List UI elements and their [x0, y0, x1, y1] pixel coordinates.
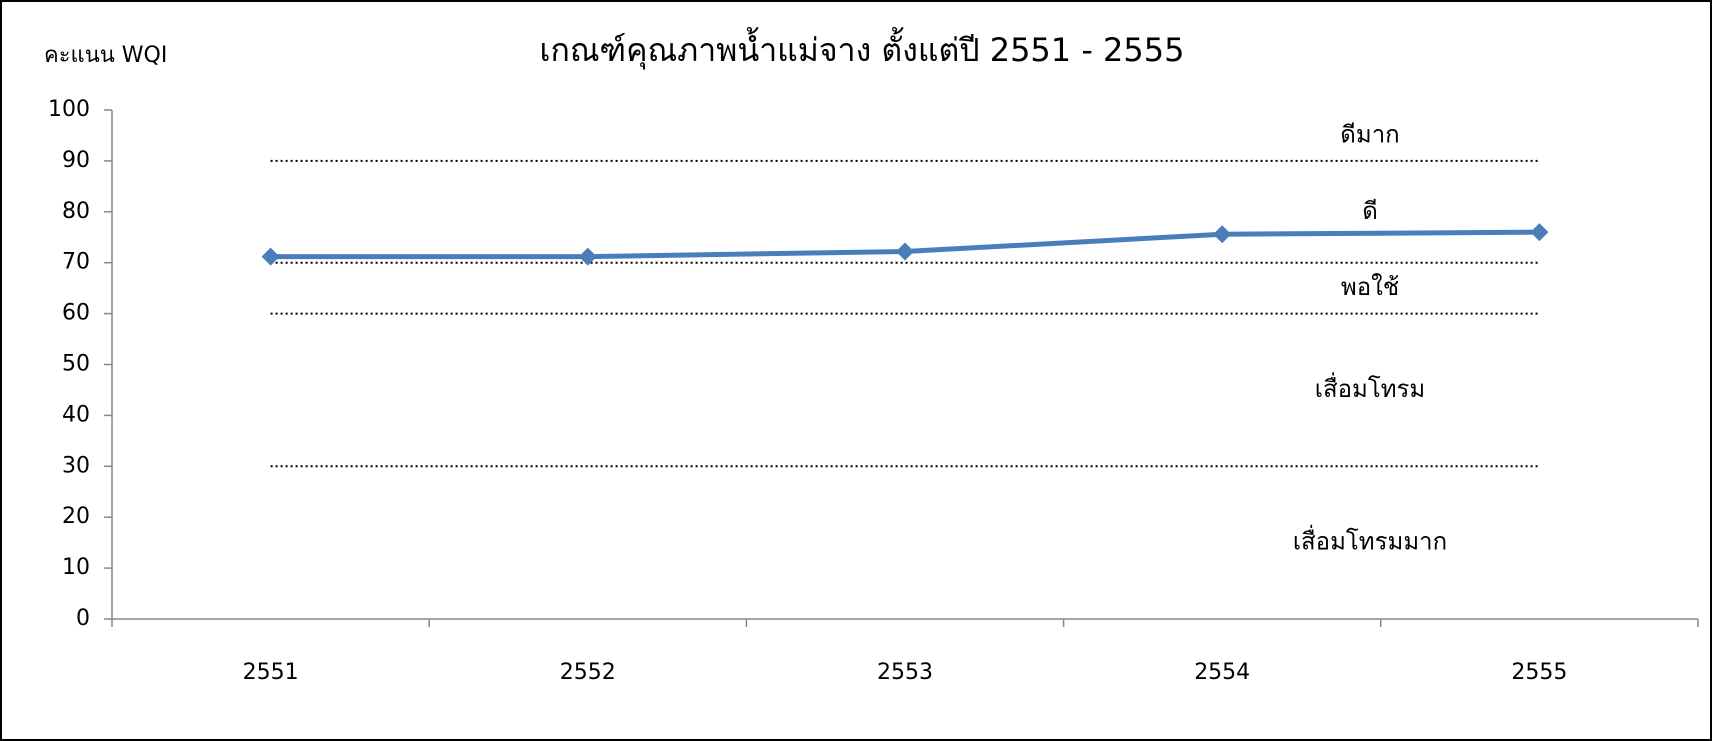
y-tick-label: 10	[62, 555, 90, 580]
x-tick-label: 2552	[560, 660, 616, 685]
data-point	[1530, 223, 1549, 242]
chart-title: เกณฑ์คุณภาพน้ำแม่จาง ตั้งแต่ปี 2551 - 25…	[540, 27, 1185, 70]
y-axis-label: คะแนน WQI	[44, 43, 167, 68]
y-tick-label: 0	[76, 606, 90, 631]
band-label: ดีมาก	[1340, 120, 1399, 148]
y-tick-label: 70	[62, 250, 90, 275]
y-tick-label: 100	[48, 97, 90, 122]
band-label: ดี	[1362, 197, 1378, 225]
y-tick-label: 80	[62, 199, 90, 224]
x-tick-label: 2554	[1194, 660, 1250, 685]
y-tick-label: 40	[62, 402, 90, 427]
x-tick-label: 2553	[877, 660, 933, 685]
data-point	[578, 247, 597, 266]
y-tick-label: 20	[62, 504, 90, 529]
y-tick-label: 90	[62, 148, 90, 173]
x-tick-label: 2555	[1511, 660, 1567, 685]
band-label: เสื่อมโทรมมาก	[1293, 525, 1447, 556]
data-point	[1213, 225, 1232, 244]
y-tick-label: 30	[62, 453, 90, 478]
x-tick-label: 2551	[243, 660, 299, 685]
data-point	[261, 247, 280, 266]
y-tick-label: 50	[62, 352, 90, 377]
band-label: เสื่อมโทรม	[1315, 372, 1426, 403]
band-label: พอใช้	[1341, 273, 1399, 301]
data-point	[896, 242, 914, 261]
y-tick-label: 60	[62, 301, 90, 326]
